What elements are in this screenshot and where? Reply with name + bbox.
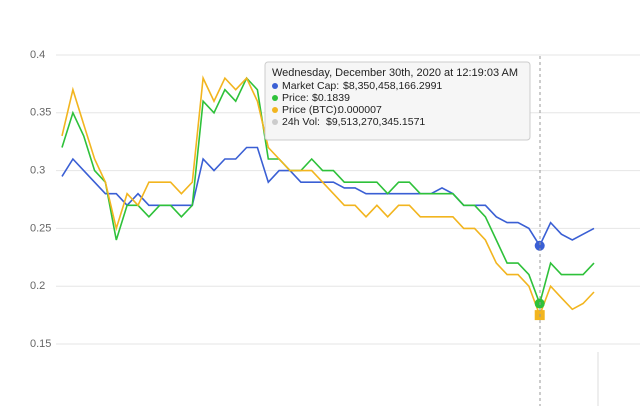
plot — [61, 75, 595, 321]
y-tick-label: 0.25 — [30, 222, 51, 234]
tooltip-box — [264, 61, 531, 141]
tooltip-dot — [272, 107, 278, 113]
series-line — [61, 75, 595, 318]
tooltip-title: Wednesday, December 30th, 2020 at 12:19:… — [272, 67, 518, 79]
tooltip-value: 0.000007 — [338, 104, 382, 116]
series-line — [61, 146, 595, 248]
tooltip: Wednesday, December 30th, 2020 at 12:19:… — [264, 61, 531, 141]
tooltip-dot — [272, 95, 278, 101]
tooltip-dot — [272, 119, 278, 125]
y-tick-label: 0.35 — [30, 107, 51, 119]
tooltip-label: Price: — [282, 92, 309, 104]
y-tick-label: 0.15 — [30, 338, 51, 350]
y-tick-label: 0.3 — [30, 165, 45, 177]
tooltip-value: $0.1839 — [312, 92, 350, 104]
tooltip-label: Price (BTC): — [282, 104, 340, 116]
tooltip-dot — [272, 83, 278, 89]
hover-marker — [534, 240, 545, 251]
tooltip-label: 24h Vol: — [282, 116, 320, 128]
y-tick-label: 0.4 — [30, 49, 45, 61]
series-line — [61, 76, 595, 307]
tooltip-label: Market Cap: — [282, 80, 339, 92]
tooltip-value: $8,350,458,166.2991 — [343, 80, 442, 92]
tooltip-value: $9,513,270,345.1571 — [326, 116, 425, 128]
y-tick-label: 0.2 — [30, 280, 45, 292]
